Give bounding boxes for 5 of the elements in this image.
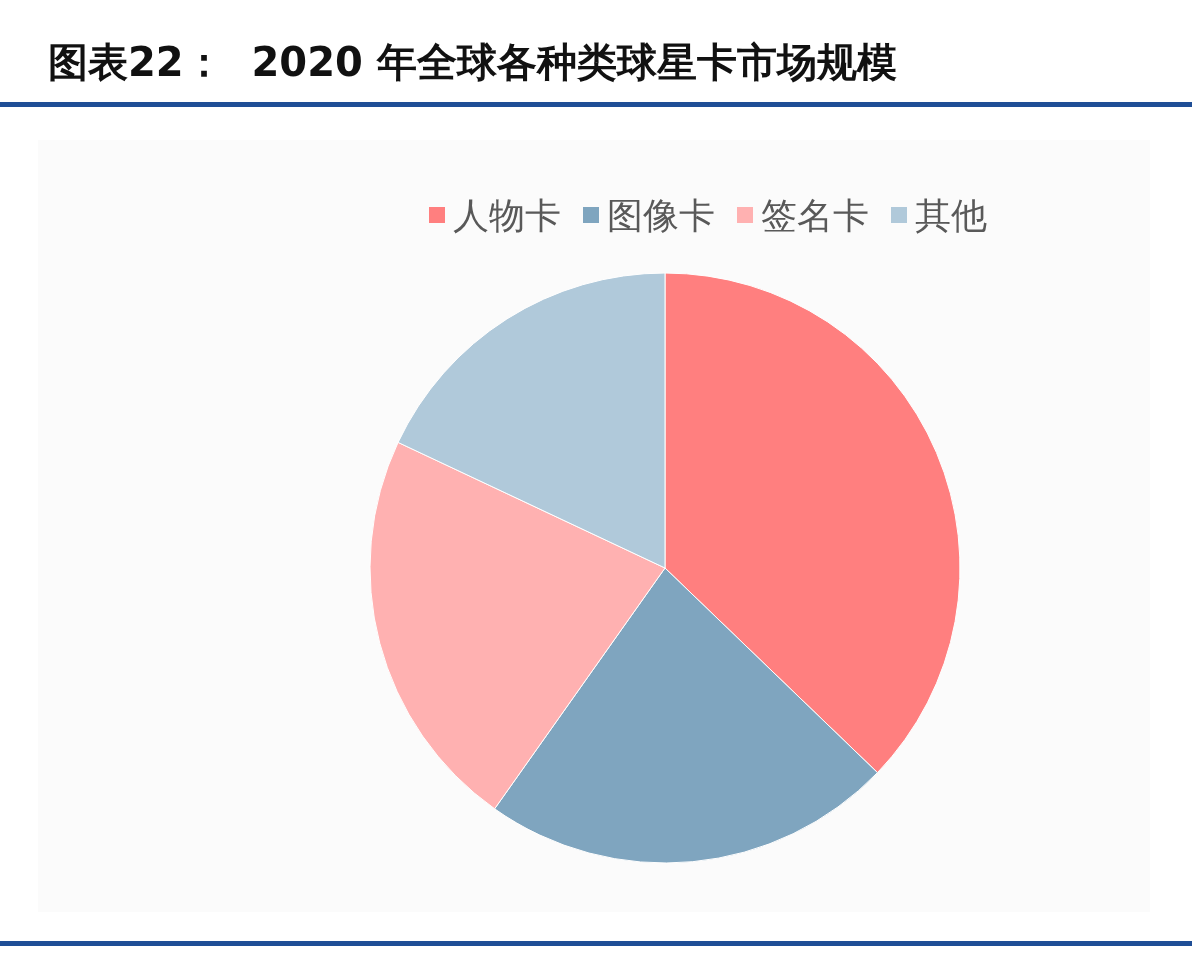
legend-label: 图像卡	[607, 194, 715, 236]
legend-label: 签名卡	[761, 194, 869, 236]
chart-title: 图表22： 2020 年全球各种类球星卡市场规模	[48, 38, 897, 86]
legend-label: 人物卡	[453, 194, 561, 236]
legend-label: 其他	[915, 194, 987, 236]
